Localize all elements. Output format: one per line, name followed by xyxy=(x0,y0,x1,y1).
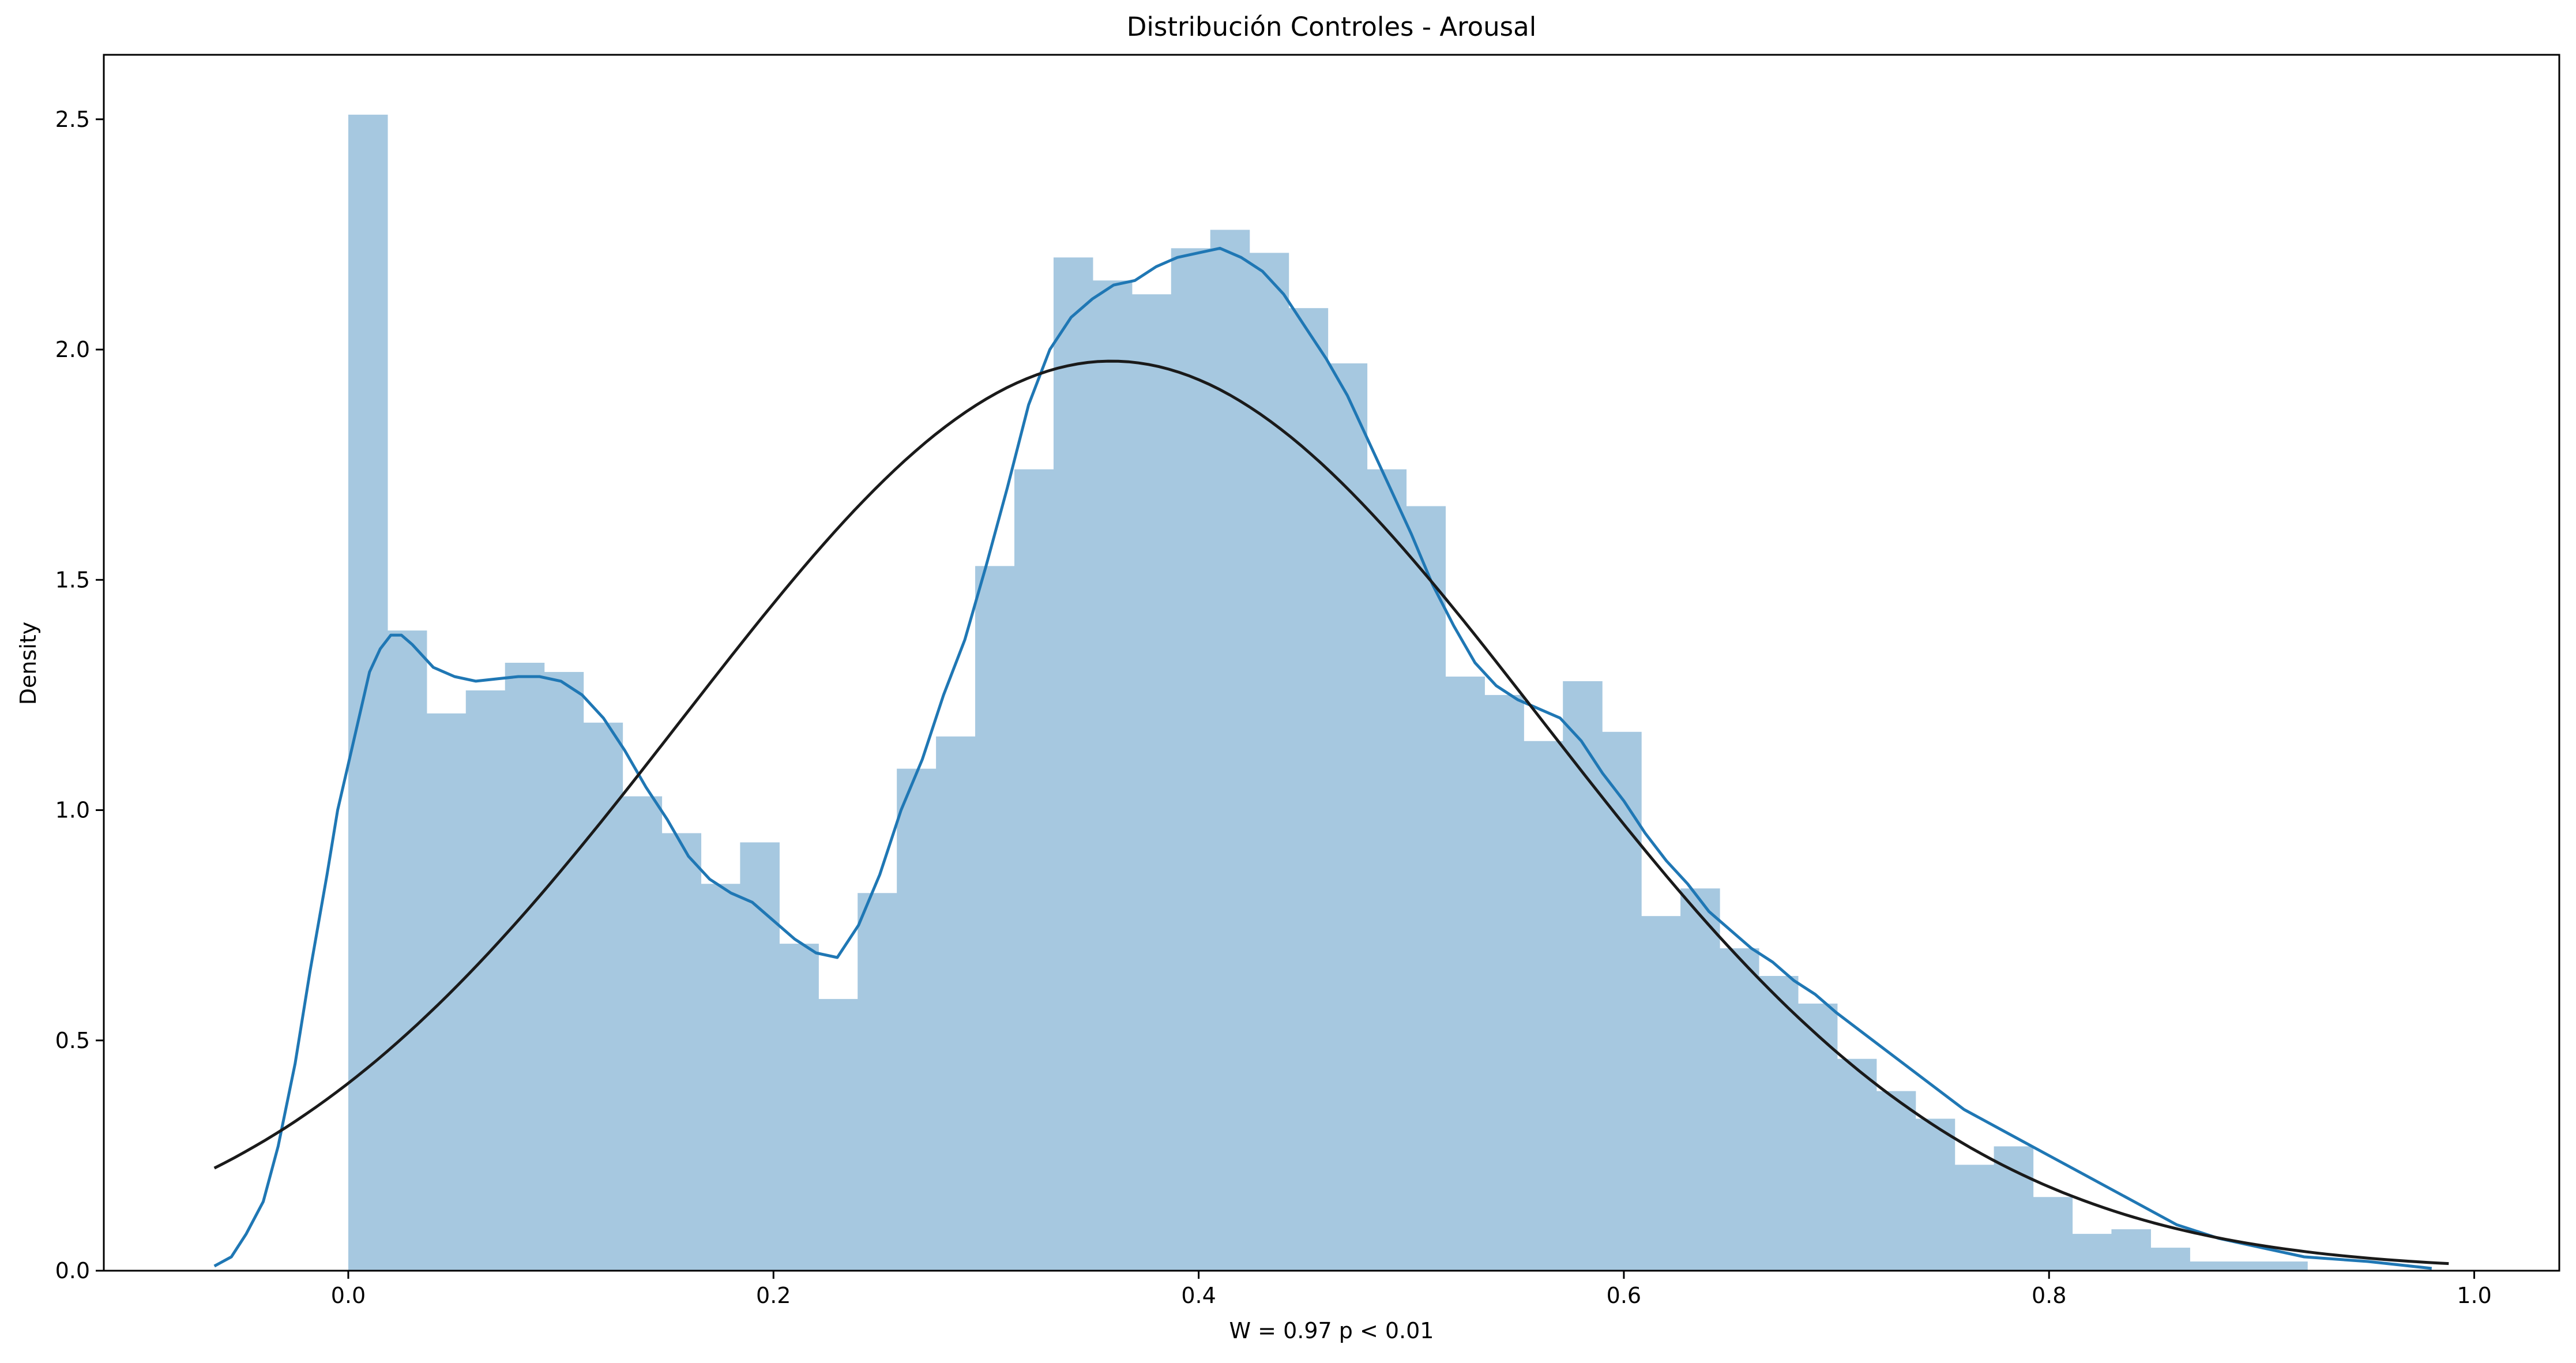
histogram-bar xyxy=(583,722,623,1271)
histogram-bar xyxy=(1092,280,1133,1271)
y-axis-ticks: 0.0 0.5 1.0 1.5 2.0 2.5 xyxy=(55,107,104,1283)
histogram-bar xyxy=(1406,506,1446,1271)
histogram-bar xyxy=(1131,294,1172,1271)
kde-line xyxy=(213,246,2432,1270)
histogram-bar xyxy=(505,663,545,1271)
histogram-bar xyxy=(348,114,388,1271)
histogram-bar xyxy=(1014,469,1054,1271)
histogram-bar xyxy=(1758,975,1799,1271)
x-tick-label: 0.2 xyxy=(756,1283,791,1308)
y-axis-label: Density xyxy=(16,622,41,705)
normal-fit-line xyxy=(213,359,2449,1266)
y-tick-label: 0.5 xyxy=(55,1028,90,1053)
histogram-bar xyxy=(1954,1165,1995,1271)
histogram-bar xyxy=(2150,1248,2190,1271)
x-axis-ticks: 0.0 0.2 0.4 0.6 0.8 1.0 xyxy=(331,1271,2492,1308)
plot-area-frame xyxy=(103,54,2560,1272)
histogram-bar xyxy=(818,998,858,1271)
kde-curve-group xyxy=(213,246,2432,1270)
y-tick-label: 2.0 xyxy=(55,337,90,362)
y-tick-label: 0.0 xyxy=(55,1258,90,1283)
histogram-bar xyxy=(544,671,584,1271)
histogram-bar xyxy=(740,842,780,1271)
histogram-bar xyxy=(1876,1091,1916,1271)
x-tick-label: 0.6 xyxy=(1607,1283,1641,1308)
histogram-bar xyxy=(1445,676,1485,1271)
histogram-bar xyxy=(387,630,427,1271)
histogram-bar xyxy=(2033,1197,2073,1271)
histogram-bar xyxy=(1328,363,1368,1271)
x-tick-label: 0.0 xyxy=(331,1283,366,1308)
histogram-bar xyxy=(1680,888,1720,1271)
histogram-bar xyxy=(661,833,702,1271)
histogram-bar xyxy=(1641,916,1681,1271)
histogram-bar xyxy=(936,736,976,1271)
chart-title: Distribución Controles - Arousal xyxy=(1127,12,1536,42)
x-tick-label: 0.8 xyxy=(2032,1283,2066,1308)
histogram-bar xyxy=(1053,257,1093,1271)
histogram-bar xyxy=(858,893,897,1271)
histogram-bar xyxy=(2190,1261,2229,1271)
histogram-bar xyxy=(1249,253,1289,1271)
histogram-bar xyxy=(2268,1261,2308,1271)
histogram-bar xyxy=(897,768,937,1271)
histogram-bar xyxy=(779,944,819,1271)
histogram-bar xyxy=(701,884,740,1271)
histogram-bar xyxy=(1994,1146,2034,1271)
histogram-bar xyxy=(1563,681,1603,1271)
histogram-bar xyxy=(2072,1234,2112,1271)
histogram-bar xyxy=(1915,1118,1955,1271)
histogram-bar xyxy=(1171,248,1211,1271)
histogram-bar xyxy=(1524,741,1563,1271)
histogram-bar xyxy=(622,796,663,1271)
y-tick-label: 2.5 xyxy=(55,107,90,132)
histogram-bar xyxy=(1602,731,1642,1271)
histogram-bars xyxy=(348,114,2308,1271)
y-tick-label: 1.0 xyxy=(55,798,90,823)
x-axis-label: W = 0.97 p < 0.01 xyxy=(1229,1318,1434,1343)
histogram-bar xyxy=(1367,469,1407,1271)
histogram-bar xyxy=(1719,948,1759,1271)
histogram-bar xyxy=(1837,1058,1877,1271)
histogram-bar xyxy=(1484,694,1524,1271)
histogram-bar xyxy=(2111,1229,2151,1271)
histogram-bar xyxy=(975,566,1015,1271)
histogram-bar xyxy=(1210,230,1250,1271)
histogram-bar xyxy=(465,690,506,1271)
histogram-bar xyxy=(1797,1003,1838,1271)
histogram-bar xyxy=(426,713,467,1271)
y-tick-label: 1.5 xyxy=(55,567,90,592)
histogram-bar xyxy=(1288,308,1329,1271)
x-tick-label: 0.4 xyxy=(1181,1283,1216,1308)
histogram-bar xyxy=(2229,1261,2269,1271)
normal-fit-group xyxy=(213,359,2449,1266)
x-tick-label: 1.0 xyxy=(2457,1283,2491,1308)
